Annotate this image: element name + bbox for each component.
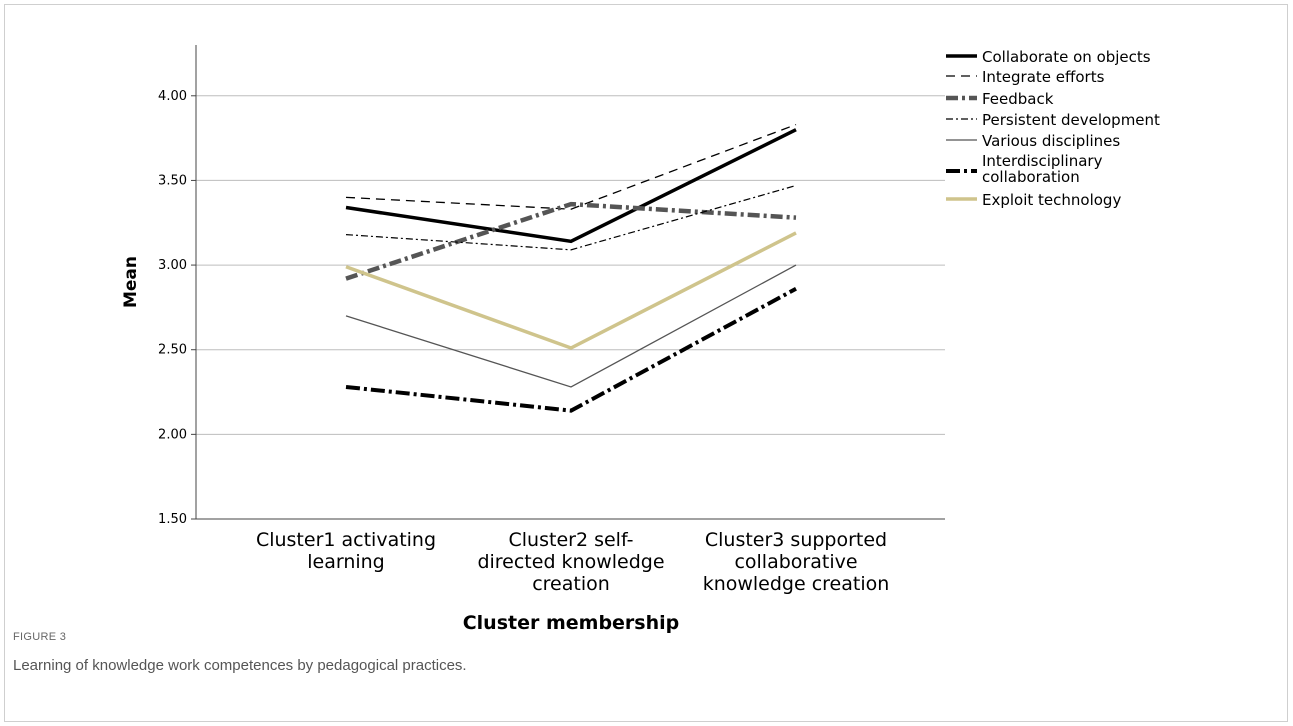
- legend-label-line: Collaborate on objects: [982, 48, 1151, 66]
- x-tick-label-line: Cluster3 supported: [705, 529, 887, 551]
- figure-label: FIGURE 3: [13, 631, 67, 643]
- x-tick-label-line: creation: [532, 573, 610, 595]
- y-tick-label: 4.00: [158, 89, 187, 104]
- legend-label: Persistent development: [982, 111, 1160, 129]
- legend-label-line: Feedback: [982, 90, 1054, 108]
- grid-lines: [191, 95, 945, 520]
- legend-label: Feedback: [982, 90, 1054, 108]
- axes: [195, 45, 945, 520]
- legend-label-line: Interdisciplinary: [982, 152, 1103, 170]
- x-tick-label: Cluster3 supported collaborative knowledge…: [703, 529, 890, 595]
- legend-label-line: Integrate efforts: [982, 68, 1105, 86]
- figure-caption: Learning of knowledge work competences b…: [13, 657, 467, 674]
- series-line: [345, 287, 797, 413]
- series-line: [345, 201, 797, 281]
- figure-frame: [4, 4, 1288, 722]
- legend-label: Interdisciplinary collaboration: [982, 152, 1103, 186]
- legend-label-line: Exploit technology: [982, 191, 1121, 209]
- y-tick-label: 3.50: [158, 173, 187, 188]
- y-tick-label: 2.00: [158, 427, 187, 442]
- y-axis-title: Mean: [121, 256, 141, 308]
- legend-label: Integrate efforts: [982, 68, 1105, 86]
- x-tick-label: Cluster1 activating learning: [256, 529, 436, 573]
- legend: Collaborate on objects Integrate efforts F…: [946, 48, 1160, 209]
- x-tick-label-line: directed knowledge: [477, 551, 664, 573]
- x-tick-label-line: collaborative: [734, 551, 857, 573]
- legend-label-line: collaboration: [982, 168, 1080, 186]
- legend-label: Exploit technology: [982, 191, 1121, 209]
- y-tick-label: 3.00: [158, 258, 187, 273]
- y-tick-label: 1.50: [158, 512, 187, 527]
- series-line: [345, 231, 797, 350]
- legend-label: Collaborate on objects: [982, 48, 1151, 66]
- x-tick-label-line: Cluster2 self-: [509, 529, 634, 551]
- x-tick-label-line: knowledge creation: [703, 573, 890, 595]
- legend-label: Various disciplines: [982, 132, 1120, 150]
- series-line: [345, 264, 797, 388]
- legend-label-line: Various disciplines: [982, 132, 1120, 150]
- y-tick-labels: 1.50 2.00 2.50 3.00 3.50 4.00: [158, 89, 187, 527]
- x-axis-title: Cluster membership: [463, 612, 680, 634]
- series-line: [345, 184, 797, 251]
- x-tick-label: Cluster2 self-directed knowledge creation: [477, 529, 664, 595]
- x-tick-label-line: Cluster1 activating: [256, 529, 436, 551]
- x-tick-label-line: learning: [307, 551, 385, 573]
- legend-label-line: Persistent development: [982, 111, 1160, 129]
- series-lines: [345, 123, 797, 413]
- y-tick-label: 2.50: [158, 343, 187, 358]
- series-line: [345, 128, 797, 244]
- x-tick-labels: Cluster1 activating learning Cluster2 self…: [256, 529, 889, 595]
- series-line: [345, 123, 797, 210]
